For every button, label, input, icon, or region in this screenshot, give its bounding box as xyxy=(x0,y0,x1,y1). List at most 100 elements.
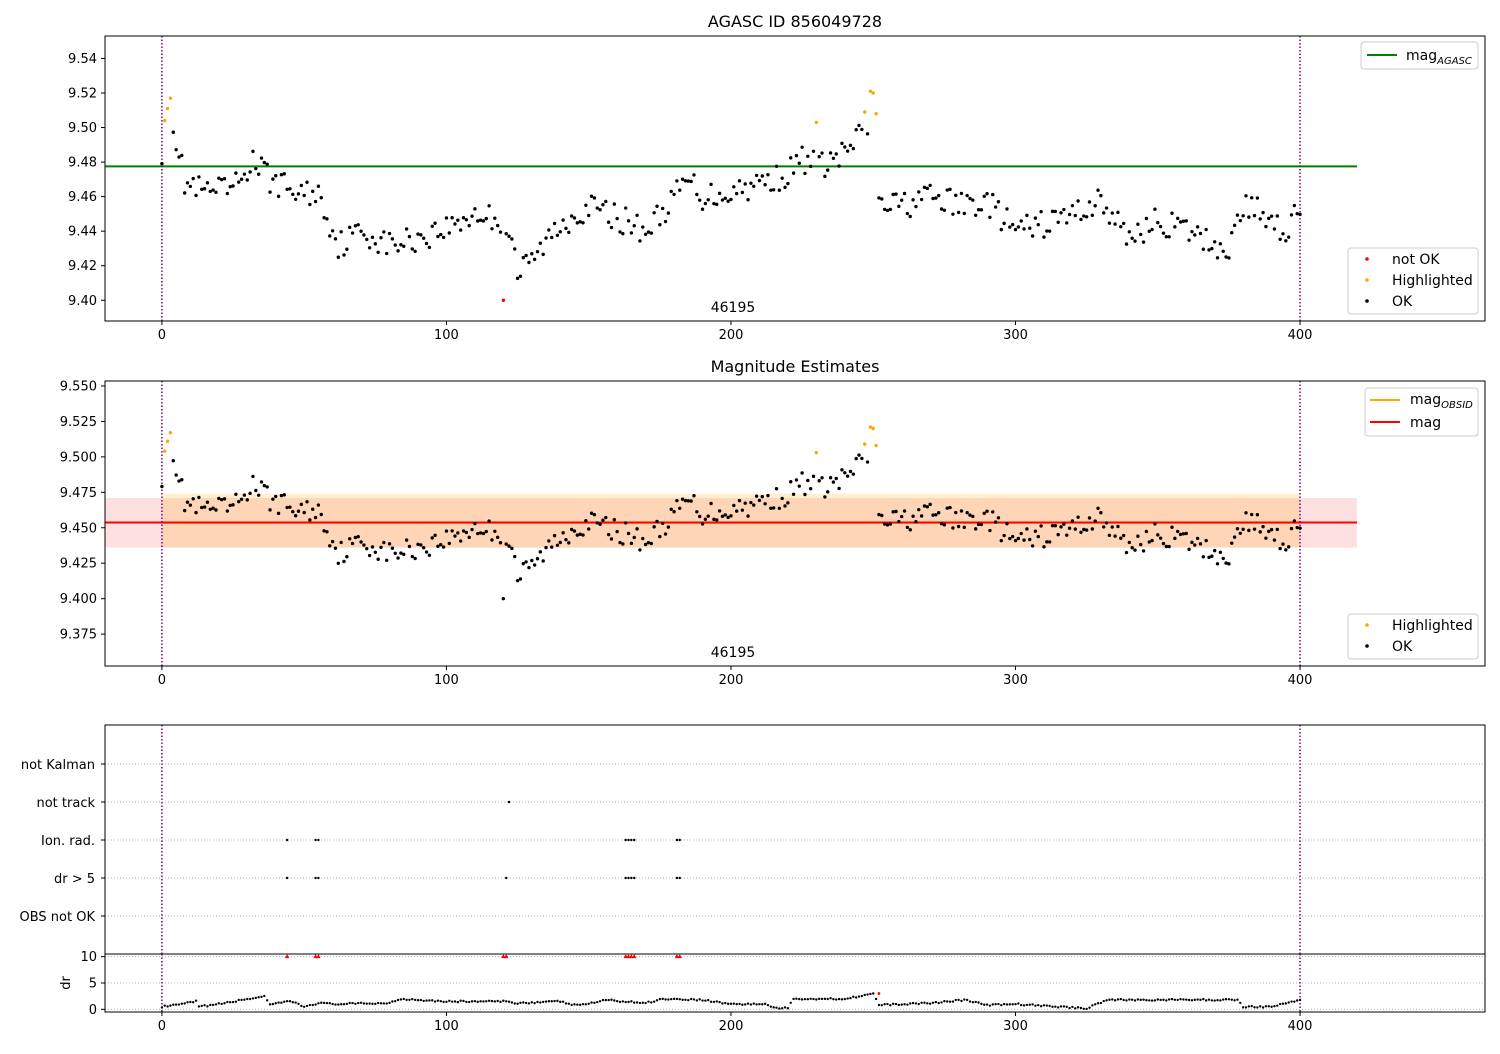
dr-point xyxy=(1074,1007,1077,1010)
ok-point xyxy=(365,237,369,242)
dr-point xyxy=(926,1002,929,1005)
ok-point xyxy=(1087,200,1092,204)
dr-over-limit-marker xyxy=(629,954,634,959)
ok-point xyxy=(1067,212,1072,217)
dr-point xyxy=(1264,1005,1268,1008)
ok-point xyxy=(635,213,639,217)
ok-point xyxy=(441,235,446,240)
dr-point xyxy=(678,998,681,1001)
ok-point xyxy=(1076,199,1080,203)
ok-point xyxy=(1150,227,1154,232)
ok-point xyxy=(541,559,545,563)
ok-point xyxy=(934,513,938,517)
dr-point xyxy=(399,998,403,1001)
ok-point xyxy=(495,223,500,228)
dr-point xyxy=(963,998,966,1001)
ok-point xyxy=(217,496,221,501)
ok-point xyxy=(905,525,910,530)
ok-point xyxy=(905,211,910,216)
dr-over-limit-marker xyxy=(632,954,637,959)
dr-point xyxy=(559,1000,562,1004)
ok-point xyxy=(222,497,227,501)
ok-point xyxy=(205,181,210,185)
ok-point xyxy=(461,529,466,533)
dr-point xyxy=(493,1000,497,1003)
ok-point xyxy=(424,550,429,554)
legend2-ok-label: OK xyxy=(1392,639,1413,655)
ok-point xyxy=(959,191,964,196)
dr-over-limit-marker xyxy=(313,954,318,959)
dr-point xyxy=(237,998,240,1002)
ok-point xyxy=(390,546,395,550)
ok-point xyxy=(973,527,978,531)
panel1-title: AGASC ID 856049728 xyxy=(708,12,882,31)
ok-point xyxy=(948,187,952,191)
ok-point xyxy=(350,541,355,546)
ok-point xyxy=(1042,235,1046,239)
ok-point xyxy=(632,224,636,228)
ok-point xyxy=(421,546,426,550)
panel2-point-legend: Highlighted OK xyxy=(1347,613,1479,660)
flag-point xyxy=(285,838,289,842)
dr-point xyxy=(1159,998,1162,1002)
ok-point xyxy=(416,232,420,236)
ok-point xyxy=(877,512,881,517)
ok-point xyxy=(356,534,360,539)
ok-point xyxy=(985,192,989,196)
flag-point xyxy=(314,876,317,880)
dr-point xyxy=(1204,999,1208,1002)
ok-point xyxy=(1212,240,1217,244)
ok-point xyxy=(754,494,759,498)
ok-point xyxy=(752,184,756,188)
dr-point xyxy=(385,1002,388,1005)
ok-point xyxy=(265,162,269,166)
ok-point xyxy=(555,543,560,547)
dr-point xyxy=(1065,1005,1068,1009)
ok-point xyxy=(1096,506,1100,511)
dr-point xyxy=(507,1000,511,1003)
ok-point xyxy=(234,171,238,175)
ok-point xyxy=(399,243,403,247)
ok-point xyxy=(587,213,591,218)
dr-point xyxy=(169,1004,172,1007)
dr-point xyxy=(1136,998,1140,1001)
dr-point xyxy=(1259,1005,1262,1008)
panel2-ytick-label: 9.500 xyxy=(60,450,97,465)
dr-point xyxy=(1207,998,1211,1001)
dr-point xyxy=(1222,998,1225,1001)
ok-point xyxy=(666,525,671,529)
ok-point xyxy=(1124,550,1129,555)
ok-point xyxy=(615,216,619,221)
dr-point xyxy=(1213,999,1216,1002)
highlighted-point xyxy=(168,431,173,435)
ok-point xyxy=(794,478,799,482)
dr-ytick-label: 10 xyxy=(80,950,97,965)
ok-point xyxy=(228,184,232,189)
ok-point xyxy=(478,218,483,222)
dr-point xyxy=(681,998,684,1002)
ok-point xyxy=(595,521,599,525)
ok-point xyxy=(538,550,543,554)
ok-point xyxy=(493,529,497,533)
ok-point xyxy=(1022,538,1026,542)
ok-point xyxy=(1147,229,1151,233)
ok-point xyxy=(547,228,551,232)
ok-point xyxy=(1193,543,1197,547)
ok-point xyxy=(342,253,346,257)
ok-point xyxy=(891,510,895,514)
dr-point xyxy=(832,997,835,1001)
dr-point xyxy=(513,1002,516,1005)
dr-point xyxy=(951,1000,955,1003)
ok-point xyxy=(390,237,395,241)
ok-point xyxy=(780,496,784,501)
ok-point xyxy=(956,210,961,215)
ok-point xyxy=(373,242,378,246)
ok-point xyxy=(538,241,543,245)
dr-point xyxy=(485,1000,488,1003)
dr-point xyxy=(1227,998,1231,1001)
ok-point xyxy=(646,230,651,234)
ok-point xyxy=(686,179,690,183)
dr-point xyxy=(670,997,673,1001)
ok-point xyxy=(1224,255,1228,259)
dr-point xyxy=(1230,998,1233,1001)
